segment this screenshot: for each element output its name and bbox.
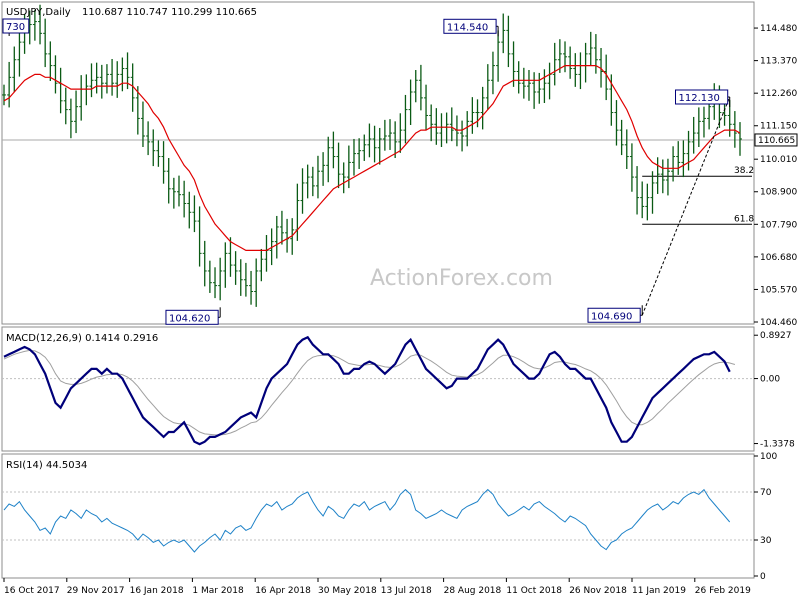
symbol-label: USDJPY,Daily xyxy=(6,7,71,18)
rsi-tick-label: 30 xyxy=(760,536,772,546)
x-tick-label: 26 Feb 2019 xyxy=(695,586,751,596)
moving-average xyxy=(3,64,741,251)
macd-line xyxy=(3,335,731,446)
price-bars xyxy=(2,4,742,307)
macd-lines xyxy=(3,335,736,446)
x-tick-label: 16 Jan 2018 xyxy=(130,586,184,596)
rsi-line xyxy=(3,488,731,553)
x-tick-label: 1 Mar 2018 xyxy=(192,586,244,596)
annotation-box xyxy=(587,307,641,323)
price-axis: 114.480 113.370 112.260 111.150 110.010 108.9… xyxy=(754,24,798,328)
macd-title: MACD(12,26,9) 0.1414 0.2916 xyxy=(6,333,158,344)
x-tick-label: 26 Nov 2018 xyxy=(569,586,627,596)
watermark: ActionForex.com xyxy=(370,266,553,291)
rsi-tick-label: 100 xyxy=(760,452,777,462)
rsi-title: RSI(14) 44.5034 xyxy=(6,460,87,471)
price-tick-label: 107.790 xyxy=(760,220,797,230)
macd-tick-label: -1.3378 xyxy=(760,440,795,450)
annotation-label: 114.540 xyxy=(447,22,488,33)
trendline xyxy=(641,96,731,316)
macd-panel-frame xyxy=(1,326,755,452)
x-tick-label: 16 Apr 2018 xyxy=(255,586,311,596)
rsi-axis: 100 70 30 0 xyxy=(754,452,777,582)
x-tick-label: 30 May 2018 xyxy=(318,586,377,596)
price-panel-frame xyxy=(1,1,755,325)
annotation-label: 104.620 xyxy=(169,313,210,324)
x-axis: 16 Oct 2017 29 Nov 2017 16 Jan 2018 1 Mar 2… xyxy=(3,578,751,596)
annotation-label: 104.690 xyxy=(591,311,632,322)
annotation-box xyxy=(675,89,729,105)
price-tick-label: 104.460 xyxy=(760,318,797,328)
price-panel: ActionForex.com 38.2 61.8 730 104.620 114.5… xyxy=(1,1,798,328)
macd-tick-label: 0.8927 xyxy=(760,331,792,341)
rsi-lines xyxy=(3,488,731,553)
price-tick-label: 106.680 xyxy=(760,253,797,263)
price-tick-label: 110.010 xyxy=(760,155,797,165)
annotation-box xyxy=(443,18,497,34)
annotation-box xyxy=(165,309,219,325)
rsi-tick-label: 70 xyxy=(760,488,772,498)
fibonacci-levels: 38.2 61.8 xyxy=(642,166,754,225)
price-tick-label: 111.150 xyxy=(760,122,797,132)
price-tick-label: 105.570 xyxy=(760,285,797,295)
price-tick-label: 114.480 xyxy=(760,24,797,34)
ohlc-readout: 110.687 110.747 110.299 110.665 xyxy=(82,7,257,18)
price-tick-label: 113.370 xyxy=(760,57,797,67)
current-price-box xyxy=(754,133,798,147)
current-price-label: 110.665 xyxy=(758,136,795,146)
x-tick-label: 11 Jan 2019 xyxy=(632,586,686,596)
macd-panel: 0.8927 0.00 -1.3378 MACD(12,26,9) 0.1414 0… xyxy=(1,326,795,452)
rsi-panel-frame xyxy=(1,453,755,579)
fibonacci-level-label: 38.2 xyxy=(734,166,754,176)
rsi-tick-label: 0 xyxy=(760,572,766,582)
x-tick-label: 28 Aug 2018 xyxy=(444,586,502,596)
rsi-panel: 100 70 30 0 RSI(14) 44.5034 xyxy=(1,452,777,582)
macd-axis: 0.8927 0.00 -1.3378 xyxy=(754,331,795,450)
macd-signal-line xyxy=(3,349,736,436)
price-annotations: 730 104.620 114.540 104.690 112.130 xyxy=(2,18,731,325)
rsi-grid xyxy=(2,491,754,541)
annotation-box xyxy=(2,18,30,34)
price-tick-label: 112.260 xyxy=(760,89,797,99)
moving-average-line xyxy=(3,64,741,251)
fibonacci-level-label: 61.8 xyxy=(734,214,754,224)
annotation-label: 730 xyxy=(6,22,25,33)
x-tick-label: 13 Jul 2018 xyxy=(381,586,432,596)
macd-tick-label: 0.00 xyxy=(760,375,780,385)
x-tick-label: 29 Nov 2017 xyxy=(67,586,125,596)
trendline-dashed xyxy=(641,96,731,316)
annotation-label: 112.130 xyxy=(679,93,720,104)
x-tick-label: 16 Oct 2017 xyxy=(4,586,60,596)
x-tick-label: 11 Oct 2018 xyxy=(506,586,562,596)
price-tick-label: 108.900 xyxy=(760,188,797,198)
